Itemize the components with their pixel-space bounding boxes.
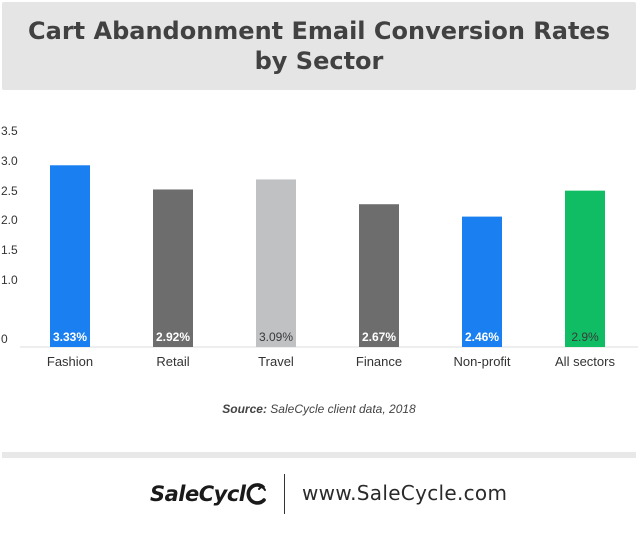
bar-finance	[359, 204, 399, 347]
y-tick-label: 2.5	[1, 184, 18, 198]
x-category-label: Retail	[156, 354, 189, 369]
bar-value-label: 2.67%	[362, 330, 396, 344]
y-tick-label: 3.5	[1, 124, 18, 138]
y-tick-label: 2.0	[1, 213, 18, 227]
source-note: Source: SaleCycle client data, 2018	[0, 402, 638, 416]
source-text: SaleCycle client data, 2018	[270, 402, 416, 416]
y-tick-label: 3.0	[1, 154, 18, 168]
footer-divider	[2, 452, 636, 458]
logo-wordmark: SaleCycl	[150, 482, 246, 506]
bar-non-profit	[462, 216, 502, 347]
x-category-label: Fashion	[47, 354, 93, 369]
y-tick-label: 1.0	[1, 273, 18, 287]
source-label: Source:	[222, 402, 267, 416]
x-category-label: All sectors	[555, 354, 615, 369]
bar-retail	[153, 189, 193, 347]
footer-separator	[284, 474, 285, 514]
bar-value-label: 2.92%	[156, 330, 190, 344]
x-category-label: Travel	[258, 354, 294, 369]
logo-swirl-icon	[247, 483, 267, 505]
bar-all-sectors	[565, 190, 605, 347]
title-band: Cart Abandonment Email Conversion Rates …	[2, 2, 636, 90]
salecycle-logo: SaleCycl	[150, 476, 268, 512]
x-category-label: Finance	[356, 354, 402, 369]
bar-chart: 0 1.0 1.5 2.0 2.5 3.0 3.5 3.33% Fashion 2.92% Reta…	[1, 124, 638, 369]
chart-title: Cart Abandonment Email Conversion Rates …	[28, 17, 610, 75]
bar-value-label: 3.33%	[53, 330, 87, 344]
y-tick-label: 0	[1, 332, 8, 346]
bar-value-label: 2.46%	[465, 330, 499, 344]
bar-fashion	[50, 165, 90, 347]
bar-travel	[256, 179, 296, 347]
y-tick-label: 1.5	[1, 243, 18, 257]
x-category-label: Non-profit	[453, 354, 510, 369]
bar-value-label: 3.09%	[259, 330, 293, 344]
bar-value-label: 2.9%	[571, 330, 599, 344]
footer-website-link[interactable]: www.SaleCycle.com	[302, 481, 508, 505]
